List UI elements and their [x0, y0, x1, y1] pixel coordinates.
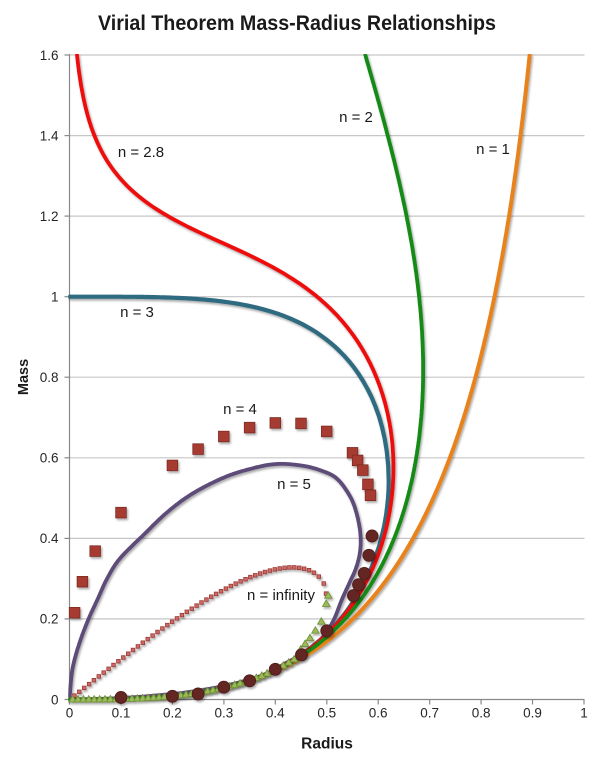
svg-text:0: 0 — [51, 692, 59, 707]
svg-text:n = 2.8: n = 2.8 — [118, 144, 164, 161]
svg-text:0.8: 0.8 — [40, 370, 59, 385]
svg-text:0: 0 — [66, 706, 74, 721]
svg-text:1.2: 1.2 — [40, 209, 59, 224]
svg-text:Virial Theorem Mass-Radius Rel: Virial Theorem Mass-Radius Relationships — [98, 12, 496, 35]
svg-text:0.9: 0.9 — [523, 706, 542, 721]
svg-text:1.6: 1.6 — [40, 48, 59, 63]
svg-text:0.7: 0.7 — [420, 706, 439, 721]
svg-text:1.4: 1.4 — [40, 128, 59, 143]
svg-text:0.3: 0.3 — [215, 706, 234, 721]
svg-text:0.4: 0.4 — [266, 706, 285, 721]
svg-text:0.2: 0.2 — [163, 706, 182, 721]
svg-text:n = 1: n = 1 — [476, 141, 510, 158]
svg-text:0.1: 0.1 — [112, 706, 131, 721]
svg-text:1: 1 — [580, 706, 588, 721]
svg-text:0.4: 0.4 — [40, 531, 59, 546]
svg-text:0.8: 0.8 — [472, 706, 491, 721]
svg-text:Radius: Radius — [301, 736, 353, 753]
svg-text:0.6: 0.6 — [40, 451, 59, 466]
svg-text:1: 1 — [51, 290, 59, 305]
svg-text:0.5: 0.5 — [317, 706, 336, 721]
svg-text:0.6: 0.6 — [369, 706, 388, 721]
svg-text:n = 3: n = 3 — [120, 304, 154, 321]
svg-text:n = 2: n = 2 — [339, 109, 373, 126]
svg-text:0.2: 0.2 — [40, 612, 59, 627]
svg-text:n = 4: n = 4 — [223, 401, 257, 418]
svg-text:n = 5: n = 5 — [277, 476, 311, 493]
svg-text:Mass: Mass — [16, 359, 32, 395]
svg-text:n = infinity: n = infinity — [247, 587, 315, 604]
